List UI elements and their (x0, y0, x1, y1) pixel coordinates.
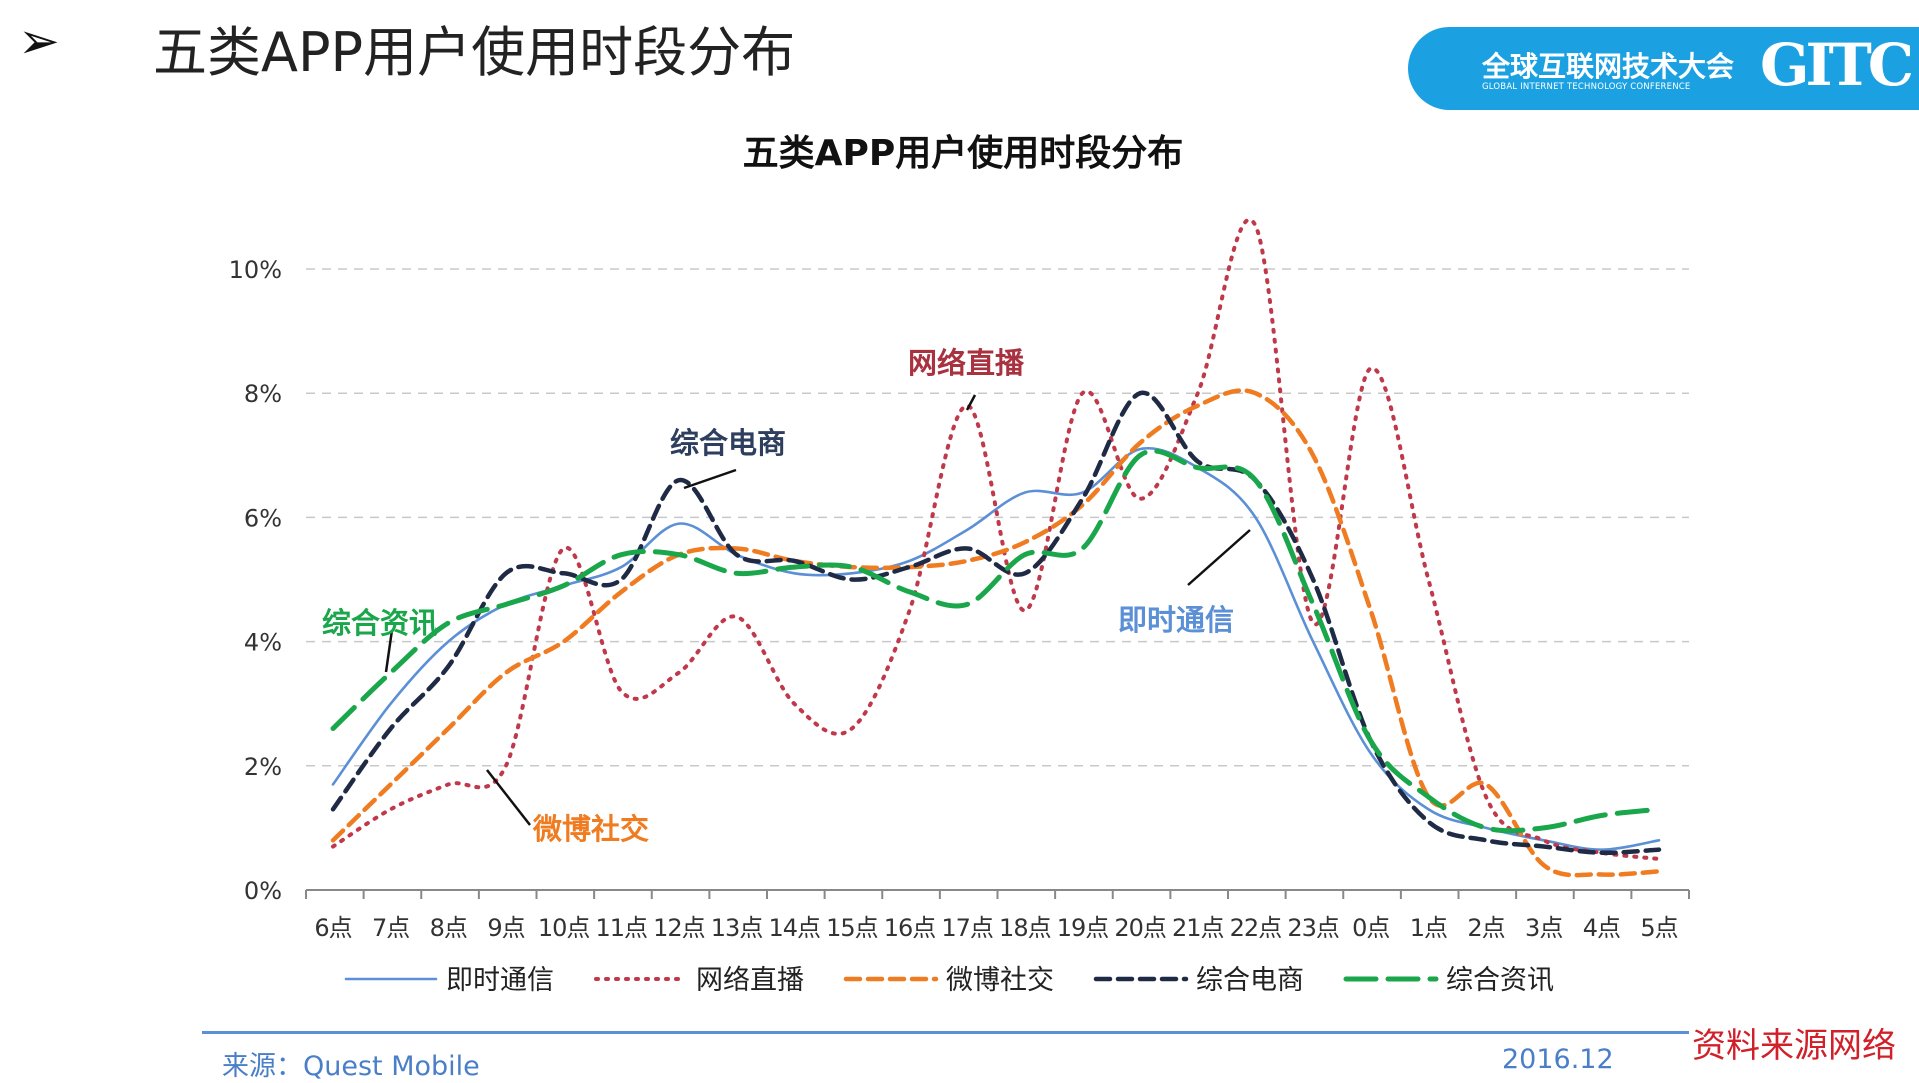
y-tick-label: 2% (244, 753, 282, 781)
legend-label: 网络直播 (696, 965, 804, 996)
x-tick-label: 2点 (1467, 914, 1504, 942)
annotation-leader-line (683, 468, 737, 490)
annotation-leader-line (384, 629, 394, 673)
x-tick-label: 20点 (1114, 914, 1166, 942)
x-tick-label: 3点 (1525, 914, 1562, 942)
y-tick-label: 8% (244, 380, 282, 408)
annotation-ecommerce: 综合电商 (670, 426, 787, 460)
gitc-logo: GITC (1760, 31, 1914, 99)
y-tick-label: 4% (244, 629, 282, 657)
x-tick-label: 19点 (1057, 914, 1109, 942)
footer-divider (202, 1031, 1689, 1034)
banner-title: 全球互联网技术大会 (1482, 50, 1735, 83)
x-tick-label: 11点 (595, 914, 647, 942)
chart-title: 五类APP用户使用时段分布 (742, 133, 1184, 174)
x-tick-label: 5点 (1640, 914, 1677, 942)
y-tick-label: 0% (244, 877, 282, 905)
x-tick-label: 8点 (430, 914, 467, 942)
x-tick-label: 4点 (1583, 914, 1620, 942)
x-tick-label: 0点 (1352, 914, 1389, 942)
x-tick-label: 6点 (314, 914, 351, 942)
x-tick-label: 9点 (487, 914, 524, 942)
credit-note: 资料来源网络 (1692, 1026, 1896, 1066)
x-tick-label: 15点 (826, 914, 878, 942)
arrow-bullet-icon: ➢ (18, 12, 60, 70)
series-line-3 (330, 390, 1662, 856)
annotation-live-streaming: 网络直播 (908, 346, 1025, 380)
legend-label: 微博社交 (946, 965, 1054, 996)
x-tick-label: 13点 (711, 914, 763, 942)
annotation-instant-messaging: 即时通信 (1118, 603, 1235, 637)
banner-subtitle: GLOBAL INTERNET TECHNOLOGY CONFERENCE (1482, 82, 1691, 92)
x-tick-label: 14点 (768, 914, 820, 942)
conference-banner: 全球互联网技术大会 GLOBAL INTERNET TECHNOLOGY CON… (1408, 27, 1919, 110)
x-tick-label: 16点 (884, 914, 936, 942)
annotation-news: 综合资讯 (322, 606, 439, 640)
x-tick-label: 22点 (1230, 914, 1282, 942)
annotation-leader-line (965, 394, 977, 411)
y-tick-label: 6% (244, 504, 282, 532)
legend-label: 综合电商 (1196, 965, 1304, 996)
x-tick-label: 7点 (372, 914, 409, 942)
annotation-weibo-social: 微博社交 (533, 812, 650, 846)
legend-label: 综合资讯 (1446, 965, 1554, 996)
x-tick-label: 1点 (1410, 914, 1447, 942)
y-tick-label: 10% (229, 256, 282, 284)
series-line-2 (330, 388, 1662, 878)
date-note: 2016.12 (1502, 1044, 1614, 1075)
legend-label: 即时通信 (446, 965, 554, 996)
x-tick-label: 18点 (999, 914, 1051, 942)
series-line-0 (331, 446, 1661, 851)
x-tick-label: 17点 (941, 914, 993, 942)
slide-title: 五类APP用户使用时段分布 (153, 21, 796, 84)
series-line-4 (330, 448, 1662, 834)
series-line-1 (331, 217, 1661, 861)
annotation-leader-line (1187, 529, 1251, 586)
x-tick-label: 23点 (1287, 914, 1339, 942)
annotation-leader-line (486, 769, 531, 826)
x-tick-label: 12点 (653, 914, 705, 942)
x-tick-label: 21点 (1172, 914, 1224, 942)
x-tick-label: 10点 (538, 914, 590, 942)
source-note: 来源：Quest Mobile (222, 1051, 480, 1082)
